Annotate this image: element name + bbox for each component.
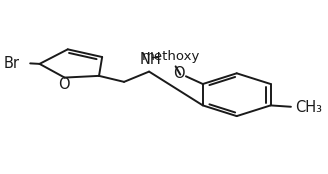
- Text: methoxy: methoxy: [142, 50, 200, 63]
- Text: Br: Br: [4, 56, 20, 71]
- Text: O: O: [173, 66, 185, 81]
- Text: CH₃: CH₃: [295, 100, 322, 116]
- Text: O: O: [58, 77, 70, 92]
- Text: NH: NH: [140, 52, 161, 68]
